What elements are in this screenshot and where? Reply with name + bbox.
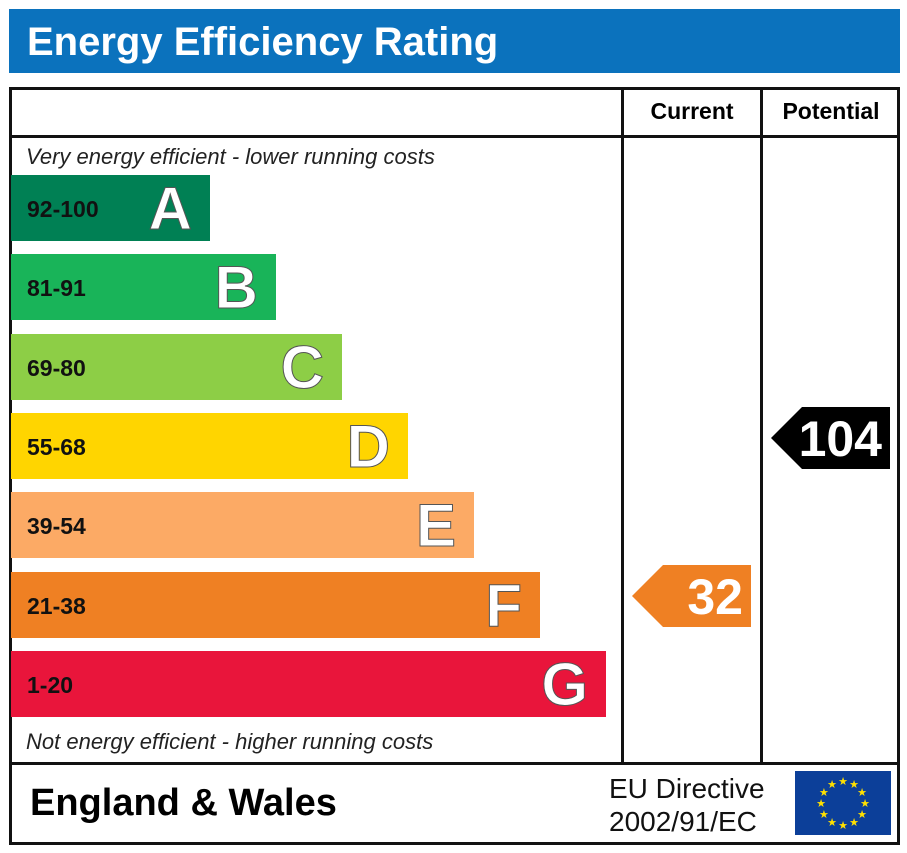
band-range: 21-38 (27, 592, 86, 619)
band-letter: A (148, 175, 192, 243)
eu-directive: EU Directive 2002/91/EC (609, 772, 765, 838)
star-icon: ★ (849, 779, 859, 791)
band-range: 1-20 (27, 671, 74, 698)
region-label: England & Wales (30, 782, 337, 824)
star-icon: ★ (857, 787, 867, 799)
band-range: 39-54 (27, 513, 86, 540)
chart-frame (9, 87, 900, 845)
rating-bar-b: 81-91 B (11, 254, 276, 322)
current-column-divider (621, 87, 624, 764)
potential-column-header: Potential (782, 98, 880, 124)
current-rating-arrow: 32 (632, 565, 751, 627)
footer-divider (9, 762, 900, 765)
star-icon: ★ (827, 779, 837, 791)
band-letter: F (485, 571, 523, 639)
directive-line-1: EU Directive (609, 773, 765, 804)
rating-bar-c: 69-80 C (11, 333, 342, 401)
potential-arrow-shape (771, 407, 890, 469)
rating-bar-g: 1-20 G (11, 650, 606, 718)
current-arrow-shape (632, 565, 751, 627)
band-letter: C (280, 333, 324, 401)
rating-bar-d: 55-68 D (11, 412, 408, 480)
current-rating-value: 32 (687, 569, 743, 625)
star-icon: ★ (819, 809, 829, 821)
band-range: 69-80 (27, 354, 86, 381)
band-range: 55-68 (27, 433, 86, 460)
potential-rating-value: 104 (798, 411, 882, 467)
potential-column-divider (760, 87, 763, 764)
rating-bar-a: 92-100 A (11, 175, 210, 243)
star-icon: ★ (827, 817, 837, 829)
eu-flag-icon: ★ ★ ★ ★ ★ ★ ★ ★ ★ ★ ★ ★ (795, 771, 891, 835)
star-icon: ★ (849, 817, 859, 829)
rating-bar-e: 39-54 E (11, 492, 474, 560)
bottom-note: Not energy efficient - higher running co… (26, 729, 434, 754)
star-icon: ★ (860, 798, 870, 810)
star-icon: ★ (819, 787, 829, 799)
directive-line-2: 2002/91/EC (609, 806, 757, 837)
rating-bar-f: 21-38 F (11, 571, 540, 639)
star-icon: ★ (838, 776, 848, 788)
band-letter: E (415, 492, 456, 560)
band-range: 92-100 (27, 196, 99, 222)
band-letter: D (346, 412, 390, 480)
top-note: Very energy efficient - lower running co… (26, 144, 435, 169)
band-letter: G (541, 650, 589, 718)
star-icon: ★ (857, 809, 867, 821)
band-letter: B (214, 254, 258, 322)
title-bar: Energy Efficiency Rating (9, 9, 900, 73)
current-column-header: Current (650, 98, 734, 124)
star-icon: ★ (838, 820, 848, 832)
star-icon: ★ (816, 798, 826, 810)
band-range: 81-91 (27, 275, 86, 302)
header-divider (9, 135, 900, 138)
potential-rating-arrow: 104 (771, 407, 890, 469)
